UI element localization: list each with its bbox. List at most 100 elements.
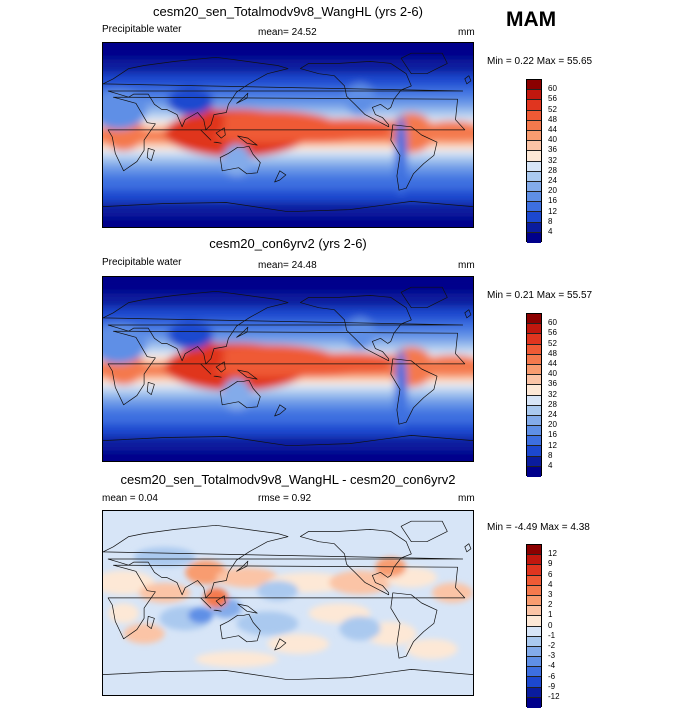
panel-2-map	[102, 276, 474, 462]
colorbar-swatch	[527, 181, 541, 193]
colorbar-swatch	[527, 110, 541, 121]
coastline	[213, 141, 222, 144]
colorbar-swatch	[527, 585, 541, 596]
colorbar-tick-label: 40	[548, 135, 557, 145]
colorbar-tick-label: 4	[548, 579, 553, 589]
colorbar-tick-label: 60	[548, 84, 557, 94]
colorbar-swatch	[527, 385, 541, 396]
coastline	[299, 295, 412, 362]
colorbar-tick-label: 48	[548, 114, 557, 124]
coastline	[274, 638, 287, 651]
colorbar-tick-label: 52	[548, 338, 557, 348]
colorbar-tick-label: 6	[548, 569, 553, 579]
coastline	[236, 92, 249, 104]
colorbar-swatch	[527, 677, 541, 688]
colorbar-tick-label: -4	[548, 661, 556, 671]
panel-1-title: cesm20_sen_Totalmodv9v8_WangHL (yrs 2-6)	[153, 4, 423, 19]
coastline	[103, 669, 473, 681]
colorbar-swatch	[527, 90, 541, 101]
panel-2-units-label: mm	[458, 260, 475, 271]
colorbar-swatch	[527, 171, 541, 182]
colorbar-swatch	[527, 575, 541, 586]
colorbar-swatch	[527, 192, 541, 203]
coastline	[107, 564, 466, 640]
colorbar-swatch	[527, 545, 541, 556]
colorbar-swatch	[527, 436, 541, 447]
panel-3-map	[102, 510, 474, 696]
colorbar-swatch	[527, 344, 541, 355]
colorbar-tick-label: 36	[548, 145, 557, 155]
panel-2-minmax: Min = 0.21 Max = 55.57	[487, 290, 593, 301]
colorbar-tick-label: 0	[548, 620, 553, 630]
coastline	[213, 609, 222, 612]
colorbar-swatch	[527, 80, 541, 91]
colorbar-tick-label: 3	[548, 590, 553, 599]
colorbar-swatch	[527, 395, 541, 406]
panel-3-title: cesm20_sen_Totalmodv9v8_WangHL - cesm20_…	[120, 472, 456, 487]
colorbar-tick-label: 44	[548, 359, 557, 368]
colorbar-tick-label: 4	[548, 461, 553, 470]
colorbar-swatch	[527, 151, 541, 162]
coastline	[236, 326, 249, 338]
coastline	[103, 524, 464, 599]
colorbar-tick-label: 16	[548, 196, 557, 206]
coastline	[400, 286, 448, 309]
colorbar-tick-label: 20	[548, 186, 557, 196]
coastline	[219, 379, 261, 409]
colorbar-swatch	[527, 646, 541, 658]
coastline	[215, 127, 226, 139]
colorbar-swatch	[527, 595, 541, 607]
coastline	[200, 363, 212, 375]
colorbar-swatch	[527, 324, 541, 335]
coastline	[219, 613, 261, 643]
panel-1-units-label: mm	[458, 27, 475, 38]
coastline	[400, 52, 448, 75]
panel-2-title: cesm20_con6yrv2 (yrs 2-6)	[209, 236, 367, 251]
colorbar-tick-label: 44	[548, 125, 557, 134]
coastline	[464, 543, 472, 553]
coastline	[237, 135, 258, 146]
coastline	[200, 129, 212, 141]
coastline	[237, 603, 258, 614]
colorbar-tick-label: 36	[548, 379, 557, 389]
colorbar-tick-label: -1	[548, 630, 556, 640]
colorbar-swatch	[527, 222, 541, 233]
colorbar-tick-label: 9	[548, 559, 553, 569]
colorbar-tick-label: 8	[548, 450, 553, 460]
coastline	[213, 375, 222, 378]
coastline	[200, 597, 212, 609]
colorbar-tick-label: 4	[548, 227, 553, 236]
coastline	[146, 381, 155, 395]
colorbar-tick-label: 2	[548, 600, 553, 610]
colorbar-swatch	[527, 657, 541, 668]
coastline	[390, 592, 438, 659]
coastline	[103, 56, 464, 131]
coastline	[103, 201, 473, 213]
coastline	[274, 404, 287, 417]
colorbar-swatch	[527, 446, 541, 457]
coastline	[390, 124, 438, 191]
panel-1-map	[102, 42, 474, 228]
coastline	[236, 560, 249, 572]
coastline	[464, 75, 472, 85]
colorbar-tick-label: -9	[548, 681, 556, 691]
coastline	[219, 145, 261, 175]
colorbar-tick-label: 40	[548, 369, 557, 379]
colorbar-tick-label: 12	[548, 440, 557, 450]
colorbar-swatch	[527, 456, 541, 467]
colorbar-tick-label: -6	[548, 671, 556, 681]
colorbar-tick-label: 20	[548, 420, 557, 430]
panel-3-minmax: Min = -4.49 Max = 4.38	[487, 522, 590, 533]
panel-1-variable-label: Precipitable water	[102, 24, 182, 35]
colorbar-tick-label: -2	[548, 641, 556, 650]
colorbar-swatch	[527, 314, 541, 325]
colorbar-swatch	[527, 161, 541, 172]
colorbar-tick-label: 16	[548, 430, 557, 440]
panel-2-mean-label: mean= 24.48	[258, 260, 317, 271]
coastline	[299, 61, 412, 128]
colorbar-swatch	[527, 565, 541, 576]
colorbar-swatch	[527, 120, 541, 131]
panel-2-colorbar	[526, 313, 542, 477]
panel-3-units-label: mm	[458, 493, 475, 504]
